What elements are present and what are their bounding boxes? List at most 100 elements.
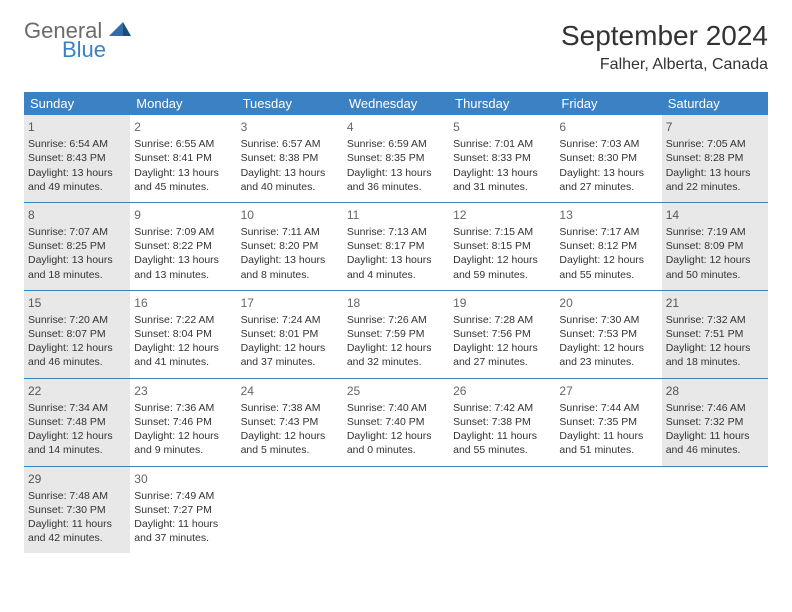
daylight-line: Daylight: 13 hours and 36 minutes. (347, 166, 445, 194)
daylight-line: Daylight: 11 hours and 42 minutes. (28, 517, 126, 545)
sunrise-line: Sunrise: 7:38 AM (241, 401, 339, 415)
sunset-line: Sunset: 7:56 PM (453, 327, 551, 341)
sunrise-line: Sunrise: 7:40 AM (347, 401, 445, 415)
sunset-line: Sunset: 8:28 PM (666, 151, 764, 165)
day-number: 28 (666, 383, 764, 399)
weekday-header-row: SundayMondayTuesdayWednesdayThursdayFrid… (24, 92, 768, 115)
day-number: 20 (559, 295, 657, 311)
sunset-line: Sunset: 8:01 PM (241, 327, 339, 341)
month-title: September 2024 (561, 20, 768, 52)
day-number: 30 (134, 471, 232, 487)
day-number: 13 (559, 207, 657, 223)
week-row: 8Sunrise: 7:07 AMSunset: 8:25 PMDaylight… (24, 203, 768, 291)
daylight-line: Daylight: 12 hours and 23 minutes. (559, 341, 657, 369)
sunrise-line: Sunrise: 7:01 AM (453, 137, 551, 151)
daylight-line: Daylight: 12 hours and 37 minutes. (241, 341, 339, 369)
daylight-line: Daylight: 13 hours and 45 minutes. (134, 166, 232, 194)
day-number: 9 (134, 207, 232, 223)
sunset-line: Sunset: 7:51 PM (666, 327, 764, 341)
sunrise-line: Sunrise: 7:17 AM (559, 225, 657, 239)
sunrise-line: Sunrise: 6:59 AM (347, 137, 445, 151)
week-row: 1Sunrise: 6:54 AMSunset: 8:43 PMDaylight… (24, 115, 768, 203)
sunset-line: Sunset: 7:27 PM (134, 503, 232, 517)
sunrise-line: Sunrise: 7:03 AM (559, 137, 657, 151)
sunrise-line: Sunrise: 7:26 AM (347, 313, 445, 327)
location: Falher, Alberta, Canada (561, 56, 768, 74)
day-number: 2 (134, 119, 232, 135)
daylight-line: Daylight: 13 hours and 4 minutes. (347, 253, 445, 281)
sunset-line: Sunset: 8:04 PM (134, 327, 232, 341)
weekday-header: Tuesday (237, 92, 343, 115)
day-number: 18 (347, 295, 445, 311)
sunset-line: Sunset: 7:32 PM (666, 415, 764, 429)
daylight-line: Daylight: 12 hours and 9 minutes. (134, 429, 232, 457)
day-cell: 18 Sunrise: 7:26 AMSunset: 7:59 PMDayligh… (343, 291, 449, 378)
sunrise-line: Sunrise: 7:07 AM (28, 225, 126, 239)
sunset-line: Sunset: 8:12 PM (559, 239, 657, 253)
daylight-line: Daylight: 12 hours and 5 minutes. (241, 429, 339, 457)
day-cell: 30Sunrise: 7:49 AMSunset: 7:27 PMDayligh… (130, 467, 236, 554)
logo: General Blue (24, 20, 131, 61)
sunrise-line: Sunrise: 7:20 AM (28, 313, 126, 327)
day-cell: 20Sunrise: 7:30 AMSunset: 7:53 PMDayligh… (555, 291, 661, 378)
sunrise-line: Sunrise: 7:42 AM (453, 401, 551, 415)
day-cell: 11 Sunrise: 7:13 AMSunset: 8:17 PMDayligh… (343, 203, 449, 290)
day-cell (237, 467, 343, 554)
day-cell: 2Sunrise: 6:55 AMSunset: 8:41 PMDaylight… (130, 115, 236, 202)
day-number: 19 (453, 295, 551, 311)
sunset-line: Sunset: 7:40 PM (347, 415, 445, 429)
day-cell: 19Sunrise: 7:28 AMSunset: 7:56 PMDayligh… (449, 291, 555, 378)
weeks-container: 1Sunrise: 6:54 AMSunset: 8:43 PMDaylight… (24, 115, 768, 553)
daylight-line: Daylight: 13 hours and 49 minutes. (28, 166, 126, 194)
week-row: 22 Sunrise: 7:34 AMSunset: 7:48 PM Dayligh… (24, 379, 768, 467)
daylight-line: Daylight: 12 hours and 32 minutes. (347, 341, 445, 369)
weekday-header: Saturday (662, 92, 768, 115)
day-cell: 17Sunrise: 7:24 AMSunset: 8:01 PMDayligh… (237, 291, 343, 378)
sunset-line: Sunset: 8:20 PM (241, 239, 339, 253)
day-number: 11 (347, 207, 445, 223)
sunset-line: Sunset: 8:35 PM (347, 151, 445, 165)
sunset-line: Sunset: 7:59 PM (347, 327, 445, 341)
sunset-line: Sunset: 8:17 PM (347, 239, 445, 253)
sunrise-line: Sunrise: 7:09 AM (134, 225, 232, 239)
day-number: 25 (347, 383, 445, 399)
day-number: 21 (666, 295, 764, 311)
daylight-line: Daylight: 11 hours and 46 minutes. (666, 429, 764, 457)
page-header: General Blue September 2024 Falher, Albe… (24, 20, 768, 74)
day-cell: 14Sunrise: 7:19 AMSunset: 8:09 PMDayligh… (662, 203, 768, 290)
sunset-line: Sunset: 8:43 PM (28, 151, 126, 165)
sunrise-line: Sunrise: 7:34 AM (28, 401, 126, 415)
day-number: 7 (666, 119, 764, 135)
day-number: 14 (666, 207, 764, 223)
sunset-line: Sunset: 7:48 PM (28, 415, 126, 429)
day-cell: 8Sunrise: 7:07 AMSunset: 8:25 PMDaylight… (24, 203, 130, 290)
day-number: 29 (28, 471, 126, 487)
day-number: 22 (28, 383, 126, 399)
weekday-header: Monday (130, 92, 236, 115)
daylight-line: Daylight: 13 hours and 13 minutes. (134, 253, 232, 281)
sunset-line: Sunset: 8:41 PM (134, 151, 232, 165)
day-cell: 6Sunrise: 7:03 AMSunset: 8:30 PMDaylight… (555, 115, 661, 202)
day-number: 8 (28, 207, 126, 223)
sunset-line: Sunset: 7:30 PM (28, 503, 126, 517)
daylight-line: Daylight: 12 hours and 0 minutes. (347, 429, 445, 457)
day-cell: 7Sunrise: 7:05 AMSunset: 8:28 PMDaylight… (662, 115, 768, 202)
day-cell: 12Sunrise: 7:15 AMSunset: 8:15 PMDayligh… (449, 203, 555, 290)
sunrise-line: Sunrise: 7:46 AM (666, 401, 764, 415)
sunrise-line: Sunrise: 7:13 AM (347, 225, 445, 239)
day-cell: 9Sunrise: 7:09 AMSunset: 8:22 PMDaylight… (130, 203, 236, 290)
sunset-line: Sunset: 7:35 PM (559, 415, 657, 429)
day-cell: 15Sunrise: 7:20 AMSunset: 8:07 PMDayligh… (24, 291, 130, 378)
daylight-line: Daylight: 13 hours and 40 minutes. (241, 166, 339, 194)
day-cell: 22Sunrise: 7:34 AMSunset: 7:48 PMDayligh… (24, 379, 130, 466)
daylight-line: Daylight: 12 hours and 46 minutes. (28, 341, 126, 369)
logo-text-block: General Blue (24, 20, 131, 61)
day-cell: 5Sunrise: 7:01 AMSunset: 8:33 PMDaylight… (449, 115, 555, 202)
sunset-line: Sunset: 7:53 PM (559, 327, 657, 341)
daylight-line: Daylight: 11 hours and 55 minutes. (453, 429, 551, 457)
day-number: 24 (241, 383, 339, 399)
day-cell (662, 467, 768, 554)
sunset-line: Sunset: 7:43 PM (241, 415, 339, 429)
sunrise-line: Sunrise: 7:05 AM (666, 137, 764, 151)
daylight-line: Daylight: 12 hours and 27 minutes. (453, 341, 551, 369)
